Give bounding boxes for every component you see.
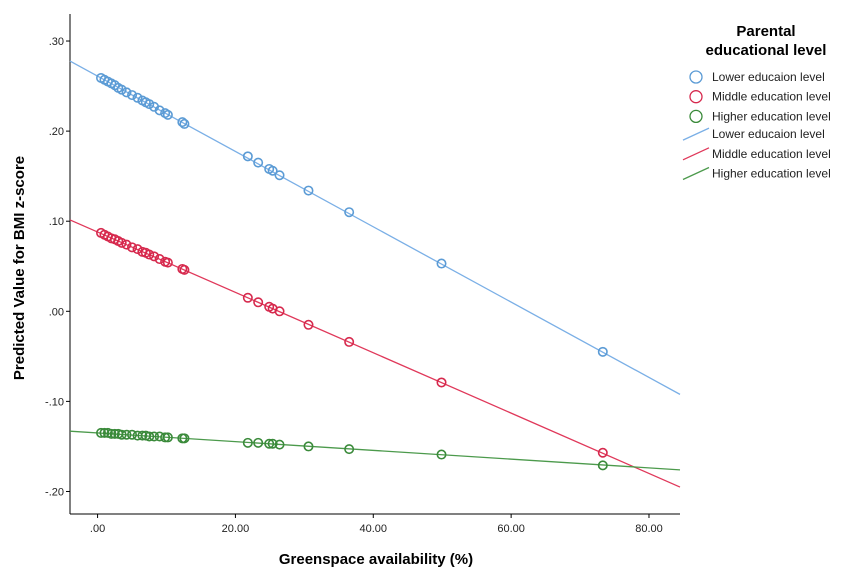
data-point — [179, 118, 190, 129]
data-point — [267, 165, 278, 176]
x-tick-label: 40.00 — [360, 523, 388, 535]
data-point — [303, 441, 314, 452]
data-point — [121, 239, 132, 250]
data-point — [127, 90, 138, 101]
legend-label: Lower educaion level — [712, 127, 825, 141]
data-point — [253, 157, 264, 168]
legend-marker-line — [682, 127, 710, 141]
data-point — [274, 306, 285, 317]
y-tick-label: .30 — [49, 36, 64, 48]
data-point — [179, 264, 190, 275]
data-point — [121, 429, 132, 440]
data-point — [144, 431, 155, 442]
x-axis-title: Greenspace availability (%) — [279, 551, 473, 568]
legend-title-line-1: Parental — [736, 23, 795, 40]
data-point — [160, 432, 171, 443]
x-tick-label: 80.00 — [635, 523, 663, 535]
data-point — [116, 237, 127, 248]
data-point — [597, 447, 608, 458]
x-tick-label: 60.00 — [497, 523, 525, 535]
data-point — [96, 427, 107, 438]
x-tick-label: 20.00 — [222, 523, 250, 535]
data-point — [274, 439, 285, 450]
data-point — [127, 429, 138, 440]
data-point — [132, 92, 143, 103]
data-point — [436, 377, 447, 388]
data-point — [242, 151, 253, 162]
y-axis-ticks: .30 .20 .10 .00 -.10 -.20 — [45, 36, 70, 498]
data-point — [162, 257, 173, 268]
data-point — [149, 431, 160, 442]
data-point — [436, 258, 447, 269]
data-point — [303, 319, 314, 330]
legend: Parental educational level Lower educaio… — [682, 23, 831, 181]
legend-marker-point — [689, 109, 703, 124]
y-tick-label: -.20 — [45, 486, 64, 498]
data-point — [344, 336, 355, 347]
data-point — [177, 117, 188, 128]
data-point — [121, 87, 132, 98]
data-point — [132, 244, 143, 255]
data-point — [154, 254, 165, 265]
data-point — [274, 170, 285, 181]
y-tick-label: -.10 — [45, 396, 64, 408]
data-points — [96, 72, 608, 471]
data-point — [253, 297, 264, 308]
legend-marker-point — [689, 90, 703, 104]
data-point — [344, 207, 355, 218]
data-point — [253, 437, 264, 448]
data-point — [162, 109, 173, 120]
y-tick-label: .20 — [49, 126, 64, 138]
data-point — [109, 428, 120, 439]
data-point — [597, 346, 608, 357]
data-point — [162, 432, 173, 443]
legend-label: Higher education level — [712, 167, 831, 181]
data-point — [127, 242, 138, 253]
y-axis-title: Predicted Value for BMI z-score — [11, 156, 28, 380]
legend-label: Middle education level — [712, 147, 831, 161]
legend-label: Higher education level — [712, 109, 831, 123]
legend-label: Middle education level — [712, 90, 831, 104]
data-point — [149, 251, 160, 262]
data-point — [116, 84, 127, 95]
data-point — [267, 438, 278, 449]
data-point — [597, 460, 608, 471]
legend-marker-line — [682, 147, 710, 161]
legend-title-line-2: educational level — [706, 42, 827, 59]
chart-axes — [69, 14, 680, 515]
data-point — [242, 437, 253, 448]
x-tick-label: .00 — [90, 523, 105, 535]
data-point — [242, 292, 253, 303]
data-point — [344, 444, 355, 455]
x-axis-ticks: .00 20.00 40.00 60.00 80.00 — [90, 514, 663, 535]
fit-lines — [69, 60, 681, 488]
data-point — [99, 427, 110, 438]
data-point — [137, 430, 148, 441]
legend-marker-line — [682, 166, 710, 181]
data-point — [436, 449, 447, 460]
data-point — [179, 433, 190, 444]
legend-label: Lower educaion level — [712, 70, 825, 84]
legend-marker-point — [689, 70, 703, 84]
data-point — [264, 438, 275, 449]
legend-items: Lower educaion level Middle education lev… — [682, 70, 831, 181]
data-point — [303, 185, 314, 196]
data-point — [154, 105, 165, 116]
y-tick-label: .10 — [49, 216, 64, 228]
data-point — [106, 428, 117, 439]
y-tick-label: .00 — [49, 306, 64, 318]
data-point — [144, 249, 155, 260]
data-point — [116, 429, 127, 440]
data-point — [144, 99, 155, 110]
